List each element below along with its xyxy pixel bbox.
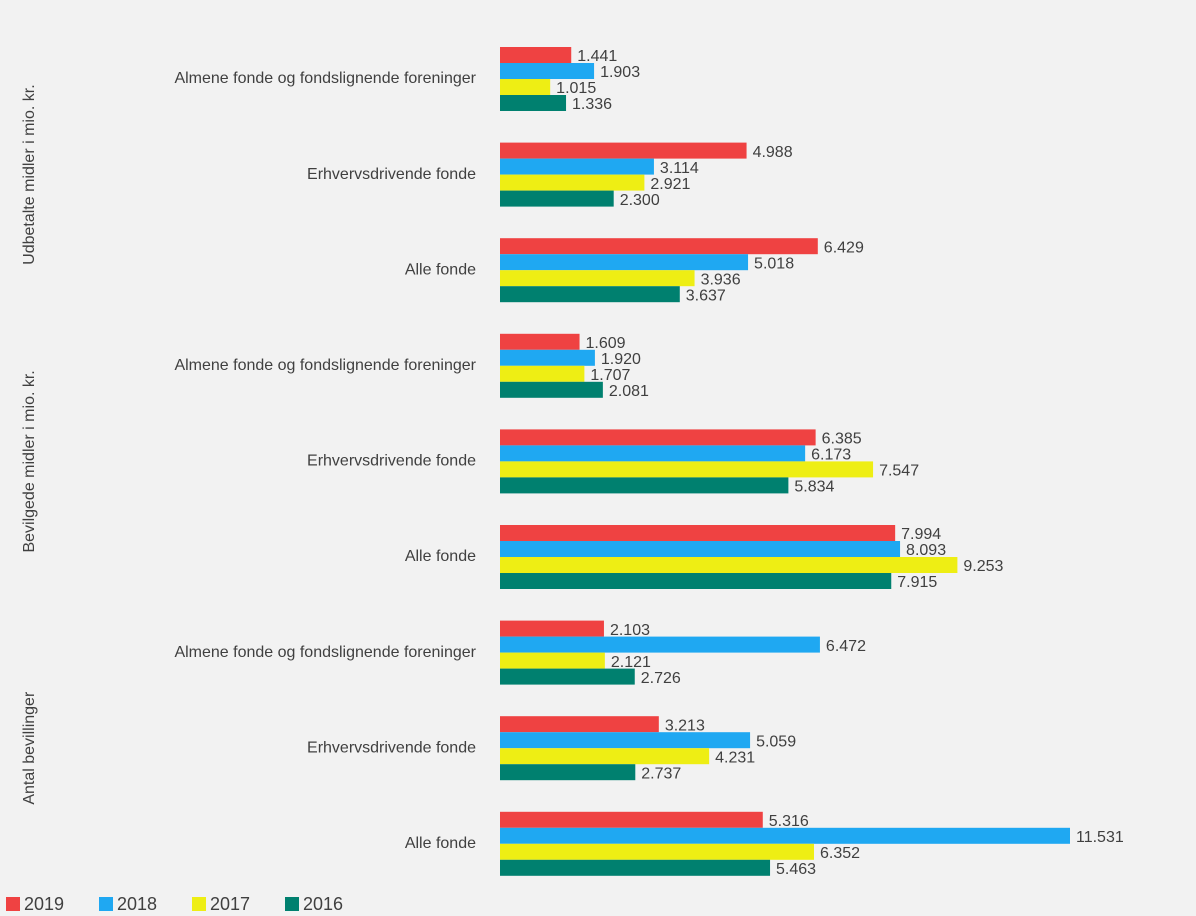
bar <box>500 95 567 111</box>
legend-swatch <box>6 897 20 911</box>
bar <box>500 843 814 860</box>
category-label: Erhvervsdrivende fonde <box>307 453 476 470</box>
bar <box>500 525 896 541</box>
bar <box>500 190 614 207</box>
bar <box>500 349 595 366</box>
bar <box>500 79 551 95</box>
value-label: 1.441 <box>577 48 617 65</box>
value-label: 5.059 <box>756 733 796 750</box>
bar <box>500 859 771 876</box>
value-label: 5.316 <box>769 813 809 830</box>
bar <box>500 63 595 79</box>
value-label: 2.300 <box>620 192 660 209</box>
legend-swatch <box>285 897 299 911</box>
bar <box>500 620 604 637</box>
bar <box>500 429 816 446</box>
value-label: 2.121 <box>611 654 651 671</box>
category-label: Almene fonde og fondslignende foreninger <box>174 644 476 661</box>
value-label: 2.921 <box>650 176 690 193</box>
value-label: 3.114 <box>660 160 699 177</box>
value-label: 6.385 <box>822 431 862 448</box>
value-label: 6.429 <box>824 239 864 256</box>
bar <box>500 333 580 350</box>
bar <box>500 445 806 462</box>
bar <box>500 636 820 653</box>
bar <box>500 541 901 557</box>
group-label: Bevilgede midler i mio. kr. <box>21 370 38 552</box>
value-label: 2.737 <box>641 765 681 782</box>
value-label: 1.903 <box>600 64 640 81</box>
category-label: Alle fonde <box>405 548 476 565</box>
bar <box>500 477 789 494</box>
bar <box>500 573 892 589</box>
bar <box>500 748 710 765</box>
value-label: 2.103 <box>610 622 650 639</box>
bar <box>500 811 763 828</box>
value-label: 1.920 <box>601 351 641 368</box>
value-label: 7.994 <box>901 526 941 543</box>
bar <box>500 270 695 287</box>
category-label: Almene fonde og fondslignende foreninger <box>174 357 476 374</box>
group-label: Antal bevillinger <box>21 691 38 805</box>
bar <box>500 652 605 669</box>
legend-label: 2018 <box>117 894 157 914</box>
bar <box>500 716 659 733</box>
bar <box>500 254 749 271</box>
bar <box>500 732 751 749</box>
bar <box>500 668 635 685</box>
legend-swatch <box>99 897 113 911</box>
legend-swatch <box>192 897 206 911</box>
value-label: 1.609 <box>586 335 626 352</box>
bar <box>500 142 747 159</box>
category-label: Erhvervsdrivende fonde <box>307 739 476 756</box>
value-label: 4.988 <box>753 144 793 161</box>
bar <box>500 827 1070 844</box>
bar <box>500 764 636 781</box>
bar <box>500 238 818 255</box>
bar <box>500 461 874 478</box>
bar <box>500 174 645 191</box>
value-label: 1.015 <box>556 80 596 97</box>
bar <box>500 381 603 398</box>
value-label: 11.531 <box>1076 829 1124 846</box>
value-label: 2.081 <box>609 383 649 400</box>
group-label: Udbetalte midler i mio. kr. <box>21 84 38 265</box>
value-label: 6.173 <box>811 447 851 464</box>
category-label: Alle fonde <box>405 835 476 852</box>
value-label: 3.936 <box>701 271 741 288</box>
value-label: 2.726 <box>641 670 681 687</box>
legend-label: 2016 <box>303 894 343 914</box>
value-label: 6.472 <box>826 638 866 655</box>
legend-label: 2017 <box>210 894 250 914</box>
value-label: 9.253 <box>963 558 1003 575</box>
value-label: 3.213 <box>665 717 705 734</box>
value-label: 5.834 <box>794 479 834 496</box>
category-label: Alle fonde <box>405 261 476 278</box>
bar <box>500 365 585 382</box>
value-label: 6.352 <box>820 845 860 862</box>
bar <box>500 47 572 63</box>
value-label: 5.463 <box>776 861 816 878</box>
category-label: Erhvervsdrivende fonde <box>307 166 476 183</box>
bar <box>500 158 654 175</box>
value-label: 7.915 <box>897 574 937 591</box>
value-label: 4.231 <box>715 749 755 766</box>
value-label: 1.707 <box>590 367 630 384</box>
value-label: 1.336 <box>572 96 612 113</box>
value-label: 7.547 <box>879 463 919 480</box>
value-label: 3.637 <box>686 287 726 304</box>
value-label: 8.093 <box>906 542 946 559</box>
category-label: Almene fonde og fondslignende foreninger <box>174 70 476 87</box>
value-label: 5.018 <box>754 255 794 272</box>
bar <box>500 286 680 303</box>
bar <box>500 557 958 573</box>
legend-label: 2019 <box>24 894 64 914</box>
